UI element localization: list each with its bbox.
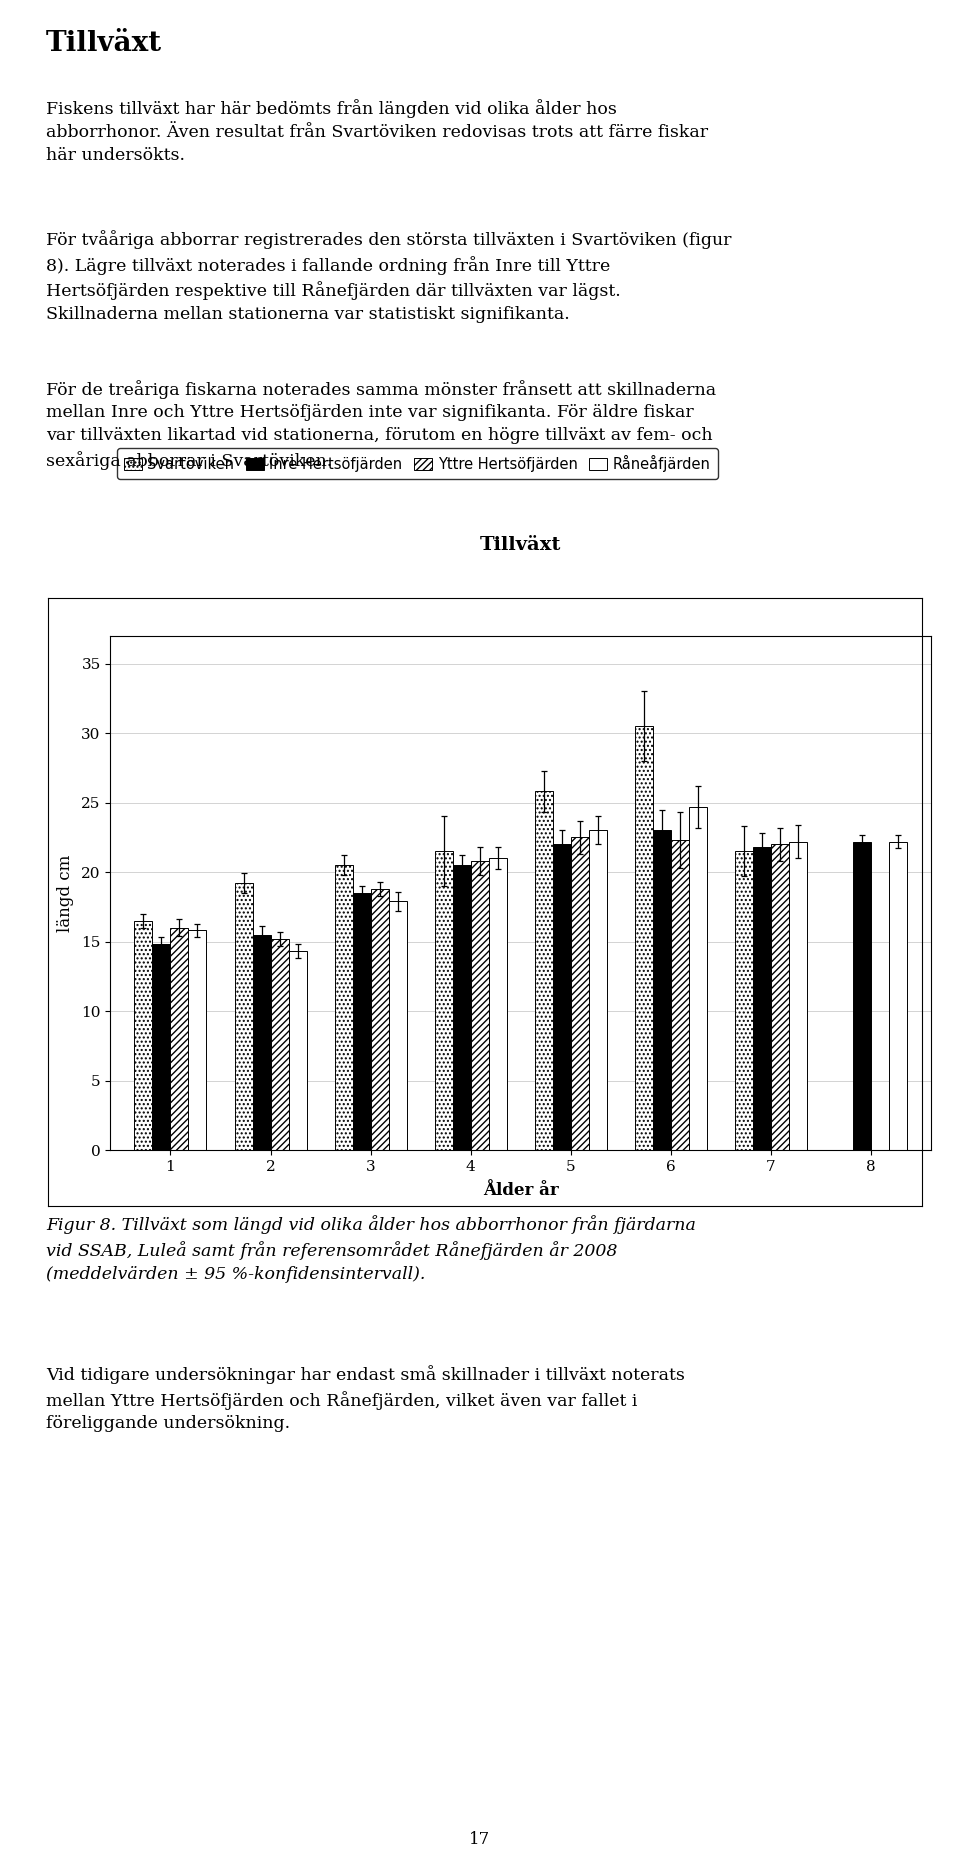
- Bar: [153, 944, 171, 1150]
- Bar: [489, 858, 507, 1150]
- Bar: [371, 888, 389, 1150]
- Bar: [453, 866, 470, 1150]
- Bar: [789, 842, 807, 1150]
- Bar: [289, 952, 306, 1150]
- Bar: [188, 931, 206, 1150]
- Bar: [171, 928, 188, 1150]
- Bar: [753, 847, 771, 1150]
- Bar: [535, 791, 553, 1150]
- Bar: [653, 830, 671, 1150]
- Bar: [735, 851, 753, 1150]
- Bar: [571, 838, 588, 1150]
- Legend: Svartöviken, Inre Hertsöfjärden, Yttre Hertsöfjärden, Råneåfjärden: Svartöviken, Inre Hertsöfjärden, Yttre H…: [117, 447, 718, 479]
- Bar: [553, 843, 571, 1150]
- Text: För de treåriga fiskarna noterades samma mönster frånsett att skillnaderna
mella: För de treåriga fiskarna noterades samma…: [46, 380, 716, 469]
- Bar: [234, 883, 252, 1150]
- Bar: [689, 806, 707, 1150]
- Text: Figur 8. Tillväxt som längd vid olika ålder hos abborrhonor från fjärdarna
vid S: Figur 8. Tillväxt som längd vid olika ål…: [46, 1216, 696, 1283]
- Title: Tillväxt: Tillväxt: [480, 535, 562, 554]
- X-axis label: Ålder år: Ålder år: [483, 1182, 559, 1199]
- Bar: [889, 842, 907, 1150]
- Text: För tvååriga abborrar registrerades den största tillväxten i Svartöviken (figur
: För tvååriga abborrar registrerades den …: [46, 230, 732, 324]
- Bar: [335, 866, 352, 1150]
- Bar: [853, 842, 871, 1150]
- Text: Vid tidigare undersökningar har endast små skillnader i tillväxt noterats
mellan: Vid tidigare undersökningar har endast s…: [46, 1365, 684, 1432]
- Bar: [352, 892, 371, 1150]
- Text: Fiskens tillväxt har här bedömts från längden vid olika ålder hos
abborrhonor. Ä: Fiskens tillväxt har här bedömts från lä…: [46, 99, 708, 165]
- Bar: [635, 726, 653, 1150]
- Bar: [252, 935, 271, 1150]
- Bar: [771, 843, 789, 1150]
- Bar: [588, 830, 607, 1150]
- Text: Tillväxt: Tillväxt: [46, 30, 162, 56]
- Bar: [389, 901, 407, 1150]
- Bar: [134, 920, 153, 1150]
- Text: 17: 17: [469, 1831, 491, 1848]
- Bar: [470, 860, 489, 1150]
- Y-axis label: längd cm: längd cm: [58, 855, 74, 931]
- Bar: [271, 939, 289, 1150]
- Bar: [671, 840, 689, 1150]
- Bar: [435, 851, 453, 1150]
